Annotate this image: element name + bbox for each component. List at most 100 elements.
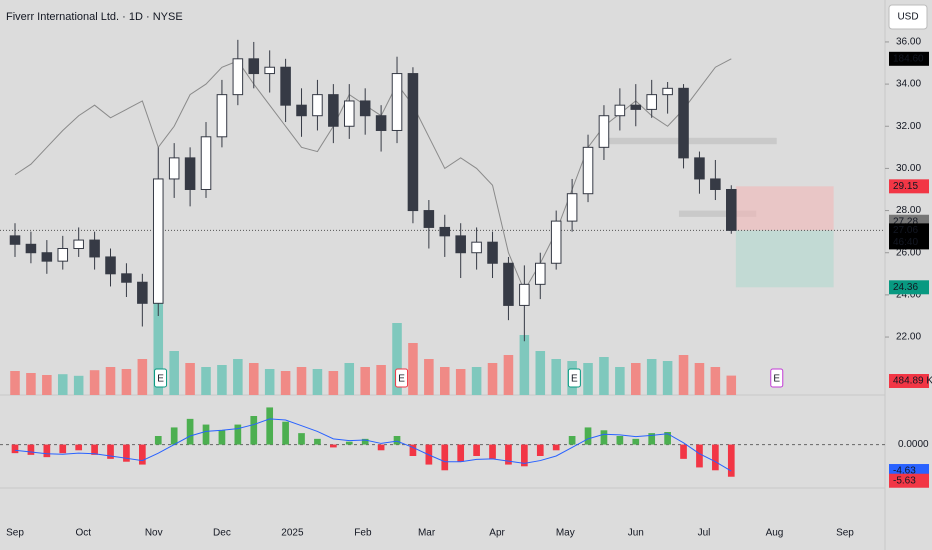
histogram-bar <box>314 438 321 445</box>
histogram-bar <box>170 427 178 445</box>
histogram-bar <box>505 444 512 465</box>
x-tick-label: Dec <box>213 528 231 539</box>
y-tick-label: 24.00 <box>896 290 921 301</box>
histogram-bar <box>521 444 528 467</box>
volume-bar <box>360 367 370 395</box>
histogram-bar <box>123 444 130 462</box>
histogram-bar <box>330 444 337 448</box>
candle-body <box>726 188 737 231</box>
volume-bar <box>408 343 418 395</box>
histogram-bar <box>680 444 687 459</box>
histogram-bar <box>648 433 656 445</box>
last-price: 27.06 <box>893 225 918 236</box>
volume-bar <box>89 370 100 395</box>
candle-body <box>646 94 657 110</box>
histogram-bar <box>59 444 67 454</box>
x-tick-label: Aug <box>766 528 784 539</box>
volume-bar <box>296 367 307 395</box>
candle-body <box>9 235 21 245</box>
y-tick-label: 22.00 <box>896 332 921 343</box>
candle-body <box>216 94 228 138</box>
volume-bar <box>726 375 737 395</box>
chart-title: Fiverr International Ltd. · 1D · NYSE <box>6 11 183 23</box>
histogram-bar <box>139 444 146 465</box>
x-tick-label: Oct <box>75 528 91 539</box>
volume-bar <box>503 355 514 395</box>
volume-bar <box>10 371 20 395</box>
candle-body <box>487 241 498 264</box>
zone <box>678 210 757 217</box>
candle-body <box>232 58 244 96</box>
volume-bar <box>376 365 386 395</box>
histogram-bar <box>409 444 417 456</box>
volume-bar <box>519 335 530 395</box>
volume-label-badge <box>889 374 929 388</box>
volume-bar <box>105 367 116 395</box>
volume-bar <box>344 363 355 395</box>
volume-bar <box>42 375 52 395</box>
earnings-marker <box>154 368 168 388</box>
y-tick-label: 36.00 <box>896 37 921 48</box>
candle-body <box>423 210 435 228</box>
histogram-bar <box>361 438 369 445</box>
x-tick-label: Mar <box>418 528 436 539</box>
volume-bar <box>73 375 84 395</box>
volume-bar <box>631 363 641 395</box>
volume-bar <box>551 359 561 395</box>
volume-bar <box>169 351 179 395</box>
candle-body <box>73 239 84 250</box>
volume-bar <box>153 299 164 395</box>
candle-body <box>200 136 212 190</box>
histogram-bar <box>616 436 624 445</box>
histogram-bar <box>91 444 98 455</box>
histogram-bar <box>154 436 162 445</box>
histogram-bar <box>727 444 735 477</box>
histogram-bar <box>27 444 35 455</box>
histogram-bar <box>441 444 449 471</box>
y-tick-label: 26.00 <box>896 247 921 258</box>
volume-bar <box>121 369 132 395</box>
volume-bar <box>201 367 211 395</box>
candle-body <box>343 100 355 127</box>
volume-label: 484.89 K <box>893 376 932 387</box>
volume-bar <box>312 369 323 395</box>
histogram-bar <box>298 433 305 445</box>
currency[interactable]: USD <box>897 12 918 23</box>
candle-body <box>439 226 451 237</box>
histogram-bar <box>107 444 114 459</box>
candle-body <box>582 146 594 195</box>
candle-body <box>152 178 164 304</box>
candle-body <box>280 66 291 106</box>
earnings-marker <box>567 368 581 388</box>
histogram-bar <box>250 416 258 445</box>
hist-label-badge <box>889 473 929 488</box>
histogram-bar <box>234 424 242 445</box>
histogram-bar <box>11 444 19 454</box>
volume-bar <box>615 367 625 395</box>
x-tick-label: May <box>556 528 575 539</box>
compare-line <box>14 58 732 292</box>
histogram-bar <box>218 430 226 445</box>
volume-bar <box>392 323 402 395</box>
volume-bar <box>185 363 195 395</box>
candle-body <box>121 273 132 283</box>
currency-box[interactable] <box>888 4 928 30</box>
x-tick-label: Feb <box>354 528 372 539</box>
histogram-bar <box>377 444 385 451</box>
countdown: 46:40 <box>893 237 918 248</box>
x-tick-label: Nov <box>145 528 163 539</box>
histogram-bar <box>584 427 592 445</box>
y-tick-label: 30.00 <box>896 163 921 174</box>
histogram-bar <box>75 444 83 451</box>
candle-body <box>503 262 514 306</box>
volume-bar <box>233 359 243 395</box>
y-tick-label: 34.00 <box>896 79 921 90</box>
volume-bar <box>646 359 657 395</box>
volume-bar <box>328 371 339 395</box>
volume-bar <box>487 363 498 395</box>
hist-label: -5.63 <box>893 475 916 486</box>
x-tick-label: Jul <box>698 528 711 539</box>
earnings-label: E <box>157 374 164 385</box>
volume-bar <box>217 365 227 395</box>
